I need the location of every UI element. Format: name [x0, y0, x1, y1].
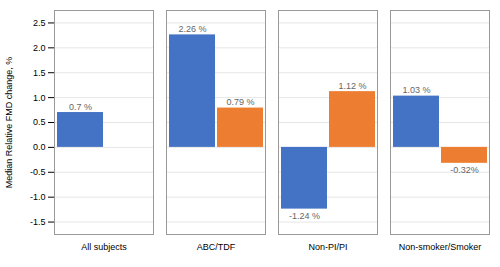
svg-text:0.79 %: 0.79 % — [226, 97, 254, 107]
svg-text:Non-smoker/Smoker: Non-smoker/Smoker — [399, 242, 482, 252]
svg-text:-1.5: -1.5 — [30, 217, 46, 227]
svg-text:Non-PI/PI: Non-PI/PI — [308, 242, 347, 252]
svg-text:1.5: 1.5 — [33, 68, 46, 78]
svg-text:1.03 %: 1.03 % — [402, 85, 430, 95]
svg-text:2.26 %: 2.26 % — [178, 24, 206, 34]
svg-text:-0.32%: -0.32% — [450, 165, 479, 175]
svg-text:All subjects: All subjects — [81, 242, 127, 252]
svg-text:ABC/TDF: ABC/TDF — [197, 242, 236, 252]
svg-text:2.0: 2.0 — [33, 43, 46, 53]
svg-text:0.5: 0.5 — [33, 117, 46, 127]
svg-text:1.12 %: 1.12 % — [338, 81, 366, 91]
svg-text:0.0: 0.0 — [33, 142, 46, 152]
svg-text:-0.5: -0.5 — [30, 167, 46, 177]
svg-text:Median Relative FMD change, %: Median Relative FMD change, % — [4, 57, 14, 189]
svg-text:1.0: 1.0 — [33, 92, 46, 102]
svg-text:-1.0: -1.0 — [30, 192, 46, 202]
svg-text:0.7 %: 0.7 % — [69, 102, 92, 112]
svg-text:2.5: 2.5 — [33, 18, 46, 28]
svg-text:-1.24 %: -1.24 % — [289, 211, 320, 221]
